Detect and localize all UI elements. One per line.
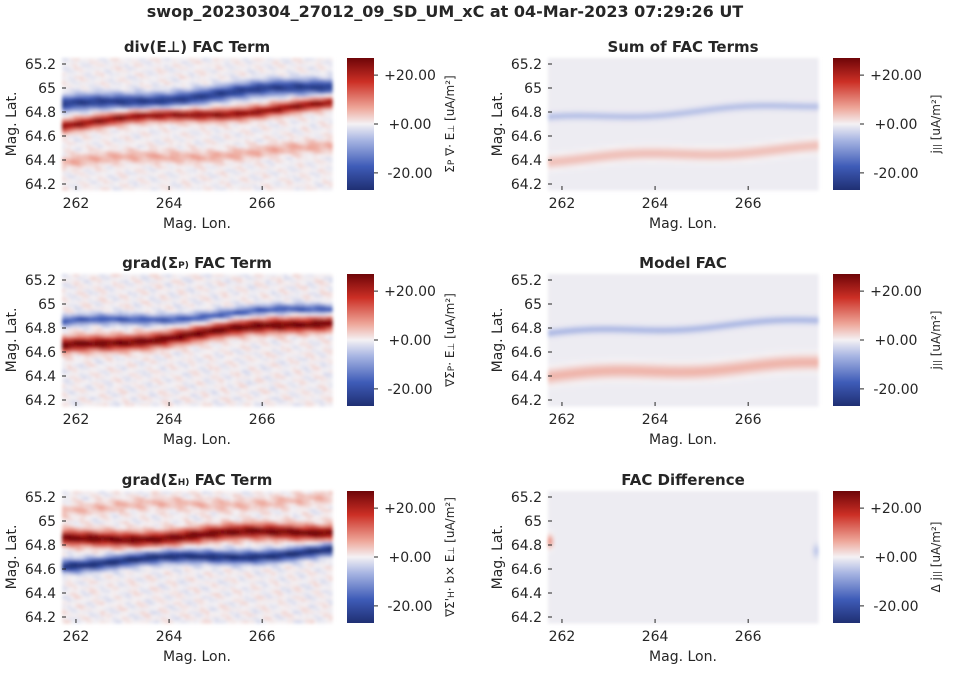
chart-panel: 262 264 26665.26564.864.664.464.2Mag. Lon.…	[490, 38, 943, 232]
colorbar-tick-label: +20.00	[384, 68, 436, 84]
x-axis-label: Mag. Lon.	[163, 216, 231, 232]
colorbar	[347, 58, 374, 190]
heatmap	[62, 58, 333, 191]
y-tick-label: 65	[38, 81, 56, 97]
y-tick-label: 64.2	[25, 177, 56, 193]
y-tick-label: 64.6	[25, 129, 56, 145]
y-axis-label: Mag. Lat.	[4, 92, 20, 157]
y-tick-label: 64.4	[25, 153, 56, 169]
colorbar-tick-label: -20.00	[387, 166, 432, 182]
chart-title: div(E⊥) FAC Term	[124, 38, 270, 56]
heatmap-cell	[329, 187, 333, 191]
figure-title: swop_20230304_27012_09_SD_UM_xC at 04-Ma…	[147, 2, 744, 21]
y-tick-label: 64.8	[25, 105, 56, 121]
colorbar-tick-label: +0.00	[389, 117, 432, 133]
x-tick-label: 266	[249, 196, 276, 212]
chart-panel: 262 264 266 65.2 65 64.8 64.6 64.4 64.2 Mag. Lon.…	[4, 38, 457, 232]
heatmap	[548, 58, 819, 191]
y-tick-label: 65.2	[25, 57, 56, 73]
x-tick-label: 264	[156, 196, 183, 212]
colorbar-label: ΣP ∇· E⊥ [uA/m²]	[443, 75, 457, 172]
x-tick-label: 262	[63, 196, 90, 212]
